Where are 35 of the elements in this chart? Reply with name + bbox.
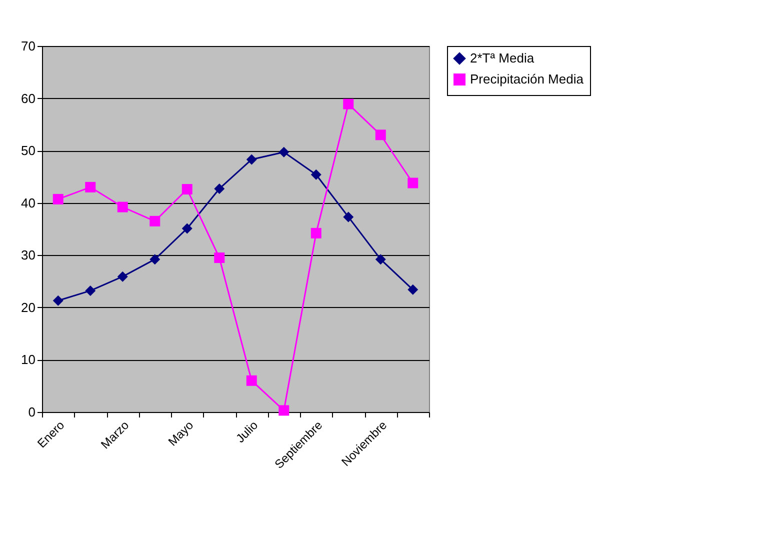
legend-label: 2*Tª Media xyxy=(470,50,535,66)
y-tick-label: 10 xyxy=(21,352,36,368)
point xyxy=(278,146,290,158)
legend-label: Precipitación Media xyxy=(470,72,584,86)
point xyxy=(150,216,160,226)
point xyxy=(52,295,64,306)
point xyxy=(117,202,128,212)
y-tick-label: 40 xyxy=(21,195,36,210)
point xyxy=(375,254,386,265)
y-tick-label: 30 xyxy=(21,248,36,263)
point xyxy=(117,271,128,282)
point xyxy=(343,98,354,110)
point xyxy=(52,194,64,204)
point xyxy=(310,228,322,238)
y-tick-label: 0 xyxy=(28,404,36,420)
point xyxy=(408,284,418,295)
point xyxy=(310,169,322,180)
point xyxy=(182,184,192,195)
point xyxy=(375,130,386,140)
point xyxy=(343,212,354,222)
point xyxy=(85,285,96,296)
point xyxy=(182,223,192,234)
y-tick-label: 50 xyxy=(21,143,36,158)
y-tick-label: 20 xyxy=(21,300,36,315)
point xyxy=(278,405,290,416)
point xyxy=(85,182,96,192)
point xyxy=(214,252,225,263)
point xyxy=(408,178,418,188)
x-tick-label: Julio xyxy=(233,418,261,446)
point xyxy=(246,154,257,165)
point xyxy=(150,254,160,265)
y-tick-label: 60 xyxy=(21,90,36,106)
point xyxy=(246,375,257,386)
point xyxy=(214,183,225,194)
y-tick-label: 70 xyxy=(21,38,36,54)
